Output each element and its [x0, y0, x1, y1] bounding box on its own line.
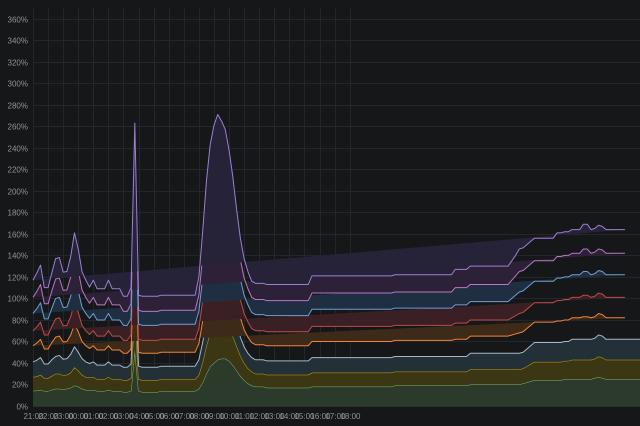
y-axis-tick-label: 60%: [12, 338, 28, 347]
y-axis-tick-label: 260%: [8, 123, 28, 132]
x-axis-tick-label: 07:00: [174, 412, 195, 421]
series-area-series-4: [33, 248, 625, 354]
y-axis-tick-label: 200%: [8, 188, 28, 197]
y-axis-tick-label: 40%: [12, 360, 28, 369]
y-axis-labels: 0% 20% 40% 60% 80% 100% 120% 140% 160% 180% 200% 22…: [8, 16, 28, 412]
y-axis-tick-label: 220%: [8, 166, 28, 175]
x-axis-tick-label: 16:00: [310, 412, 331, 421]
series-area-series-7: [33, 155, 625, 312]
x-axis-tick-label: 06:00: [159, 412, 180, 421]
y-axis-tick-label: 20%: [12, 381, 28, 390]
y-axis-tick-label: 160%: [8, 231, 28, 240]
y-axis-tick-label: 0%: [16, 403, 28, 412]
x-axis-tick-label: 03:00: [113, 412, 134, 421]
y-axis-tick-label: 80%: [12, 317, 28, 326]
y-axis-tick-label: 300%: [8, 80, 28, 89]
x-axis-tick-label: 11:00: [235, 412, 255, 421]
series-area-series-3: [33, 279, 640, 381]
y-axis-tick-label: 240%: [8, 145, 28, 154]
series-line-series-4[interactable]: [32, 248, 625, 354]
x-axis-tick-label: 09:00: [204, 412, 225, 421]
y-axis-tick-label: 320%: [8, 59, 28, 68]
series-line-series-5[interactable]: [32, 219, 625, 341]
series-line-series-8[interactable]: [32, 113, 625, 297]
y-axis-tick-label: 140%: [8, 252, 28, 261]
y-axis-tick-label: 100%: [8, 295, 28, 304]
y-axis-tick-label: 360%: [8, 16, 28, 25]
series-area-series-8: [33, 114, 625, 297]
x-axis-tick-label: 22:00: [38, 412, 59, 421]
y-axis-tick-label: 280%: [8, 102, 28, 111]
x-axis-tick-label: 05:00: [144, 412, 165, 421]
x-axis-tick-label: 00:00: [68, 412, 89, 421]
x-axis-tick-label: 10:00: [219, 412, 240, 421]
x-axis-tick-label: 23:00: [53, 412, 74, 421]
x-axis-tick-label: 17:00: [325, 412, 346, 421]
series-layer: [32, 113, 640, 406]
series-area-series-5: [33, 219, 625, 341]
series-area-series-2: [33, 307, 640, 393]
y-axis-tick-label: 180%: [8, 209, 28, 218]
x-axis-labels: 21:0022:0023:0000:0001:0002:0003:0004:00…: [23, 412, 361, 421]
x-axis-tick-label: 12:00: [249, 412, 270, 421]
x-axis-tick-label: 04:00: [129, 412, 150, 421]
x-axis-tick-label: 08:00: [189, 412, 210, 421]
y-axis-tick-label: 120%: [8, 274, 28, 283]
series-area-series-6: [33, 187, 625, 326]
x-axis-tick-label: 13:00: [264, 412, 285, 421]
y-axis-tick-label: 340%: [8, 37, 28, 46]
x-axis-tick-label: 15:00: [294, 412, 315, 421]
x-axis-tick-label: 14:00: [279, 412, 300, 421]
x-axis-tick-label: 02:00: [98, 412, 119, 421]
x-axis-tick-label: 18:00: [340, 412, 361, 421]
x-axis-tick-label: 21:00: [23, 412, 44, 421]
series-area-series-1: [33, 350, 640, 406]
x-axis-tick-label: 01:00: [83, 412, 104, 421]
